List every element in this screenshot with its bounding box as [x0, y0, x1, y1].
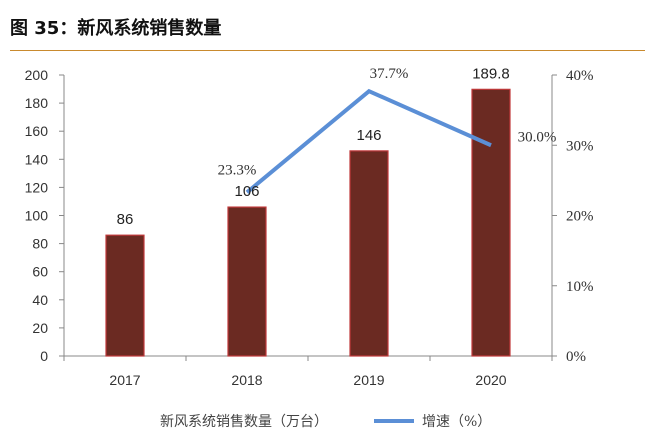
x-tick-label: 2018	[231, 372, 262, 388]
bar	[471, 88, 511, 357]
y-left-tick-label: 60	[32, 264, 48, 280]
bar-value-label: 189.8	[472, 65, 510, 82]
growth-line	[245, 88, 492, 194]
y-left-tick-label: 20	[32, 320, 48, 336]
bar-value-label: 106	[234, 183, 259, 200]
y-left-tick-label: 180	[25, 95, 49, 111]
bar-value-label: 146	[356, 127, 381, 144]
y-left-tick-label: 40	[32, 292, 48, 308]
bar	[105, 234, 145, 357]
y-left-tick-label: 120	[25, 179, 49, 195]
y-left-tick-label: 80	[32, 236, 48, 252]
y-left-tick-label: 0	[40, 348, 48, 364]
x-tick-label: 2017	[109, 372, 140, 388]
line-value-label: 30.0%	[518, 129, 557, 145]
bar	[227, 206, 267, 357]
y-left-tick-label: 100	[25, 208, 49, 224]
chart-title: 图 35：新风系统销售数量	[10, 18, 222, 39]
y-left-tick-label: 160	[25, 123, 49, 139]
line-value-label: 37.7%	[370, 66, 409, 82]
y-right-tick-label: 40%	[566, 68, 594, 84]
y-right-tick-label: 0%	[566, 349, 586, 365]
legend-label-bars: 新风系统销售数量（万台）	[160, 414, 328, 430]
y-left-tick-label: 200	[25, 67, 49, 83]
legend-label-line: 增速（%）	[422, 414, 491, 430]
x-tick-label: 2019	[353, 372, 384, 388]
title-bar: 图 35：新风系统销售数量	[10, 14, 645, 51]
y-right-tick-label: 10%	[566, 279, 594, 295]
bar-value-label: 86	[117, 211, 134, 228]
bar	[349, 150, 389, 357]
x-tick-label: 2020	[475, 372, 506, 388]
y-right-tick-label: 20%	[566, 209, 594, 225]
y-left-tick-label: 140	[25, 151, 49, 167]
y-right-tick-label: 30%	[566, 138, 594, 154]
line-value-label: 23.3%	[218, 162, 257, 178]
